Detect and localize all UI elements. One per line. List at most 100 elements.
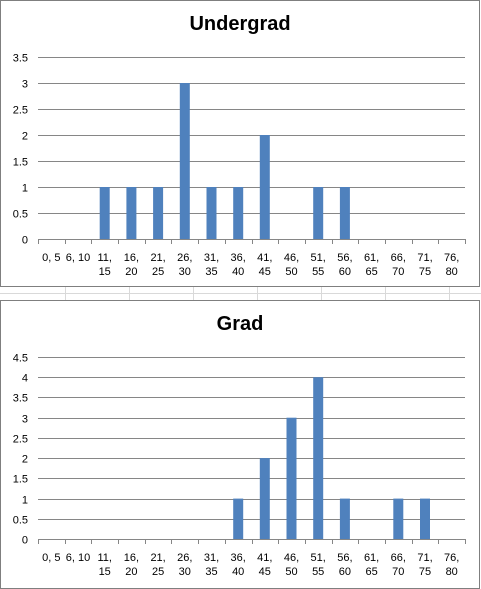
x-tick-label: 51, (311, 552, 326, 564)
x-tick-label: 36, (231, 552, 246, 564)
x-tick-label: 51, (311, 252, 326, 264)
x-tick-label: 45 (259, 266, 271, 278)
x-tick-label: 30 (179, 566, 191, 578)
x-tick-label: 25 (152, 266, 164, 278)
y-tick-label: 1 (22, 495, 28, 507)
x-tick-label: 6, 10 (66, 552, 90, 564)
undergrad-chart[interactable]: Undergrad 0 0.5 1 1.5 2 2.5 3 3.5 0, 5 6, 10 11, 15… (0, 0, 480, 287)
bar[interactable] (153, 187, 164, 239)
y-tick-label: 3 (22, 414, 28, 426)
y-tick-label: 3.5 (13, 393, 28, 405)
bar[interactable] (313, 187, 324, 239)
x-tick-label: 60 (339, 566, 351, 578)
y-tick-label: 1.5 (13, 474, 28, 486)
bar[interactable] (233, 187, 244, 239)
x-tick-label: 15 (99, 566, 111, 578)
x-tick-label: 0, 5 (42, 252, 60, 264)
y-tick-label: 3.5 (13, 53, 28, 65)
x-tick-label: 35 (205, 566, 217, 578)
grad-plot-area: 0 0.5 1 1.5 2 2.5 3 3.5 4 4.5 0, 5 6, 10 11, 15 16, 20 2… (13, 353, 466, 578)
y-tick-label: 4.5 (13, 353, 28, 365)
x-tick-label: 56, (337, 552, 352, 564)
x-tick-label: 50 (285, 266, 297, 278)
x-tick-label: 41, (257, 252, 272, 264)
x-tick-label: 31, (204, 252, 219, 264)
y-tick-label: 2.5 (13, 105, 28, 117)
x-tick-label: 26, (177, 252, 192, 264)
bar[interactable] (313, 377, 324, 539)
chart-title: Undergrad (189, 13, 291, 35)
x-tick-label: 40 (232, 266, 244, 278)
y-tick-label: 0.5 (13, 515, 28, 527)
x-tick-label: 46, (284, 252, 299, 264)
bar[interactable] (259, 458, 270, 539)
y-tick-label: 0.5 (13, 209, 28, 221)
bar[interactable] (286, 417, 297, 539)
x-tick-label: 15 (99, 266, 111, 278)
x-tick-label: 60 (339, 266, 351, 278)
y-tick-label: 1.5 (13, 157, 28, 169)
x-tick-label: 46, (284, 552, 299, 564)
x-tick-label: 80 (446, 566, 458, 578)
x-tick-label: 75 (419, 266, 431, 278)
x-tick-label: 70 (392, 266, 404, 278)
x-tick-label: 65 (365, 266, 377, 278)
bar[interactable] (126, 187, 137, 239)
bar[interactable] (99, 187, 110, 239)
x-tick-label: 70 (392, 566, 404, 578)
bar[interactable] (233, 498, 244, 539)
y-tick-label: 0 (22, 535, 28, 547)
x-tick-label: 25 (152, 566, 164, 578)
y-tick-label: 2.5 (13, 434, 28, 446)
x-tick-label: 0, 5 (42, 552, 60, 564)
bar[interactable] (179, 83, 190, 239)
y-tick-label: 2 (22, 454, 28, 466)
x-tick-label: 11, (97, 252, 111, 264)
bar[interactable] (206, 187, 217, 239)
x-tick-label: 56, (337, 252, 352, 264)
x-tick-label: 71, (417, 552, 432, 564)
x-tick-label: 20 (125, 566, 137, 578)
x-tick-label: 50 (285, 566, 297, 578)
x-tick-label: 16, (124, 552, 139, 564)
y-tick-label: 4 (22, 373, 28, 385)
x-tick-label: 20 (125, 266, 137, 278)
x-tick-label: 6, 10 (66, 252, 90, 264)
x-tick-label: 76, (444, 252, 459, 264)
bar[interactable] (339, 498, 350, 539)
grad-chart[interactable]: Grad 0 0.5 1 1.5 2 2.5 3 3.5 4 4.5 0, 5 6, 10 11, 15 1… (0, 300, 480, 589)
x-tick-label: 30 (179, 266, 191, 278)
y-tick-label: 3 (22, 79, 28, 91)
x-tick-label: 16, (124, 252, 139, 264)
x-tick-label: 71, (417, 252, 432, 264)
x-tick-label: 26, (177, 552, 192, 564)
x-tick-label: 66, (391, 252, 406, 264)
x-tick-label: 21, (150, 552, 165, 564)
x-tick-label: 31, (204, 552, 219, 564)
x-tick-label: 11, (97, 552, 111, 564)
x-tick-label: 55 (312, 266, 324, 278)
x-tick-label: 40 (232, 566, 244, 578)
x-tick-label: 41, (257, 552, 272, 564)
x-tick-label: 61, (364, 252, 379, 264)
x-tick-label: 80 (446, 266, 458, 278)
bar[interactable] (339, 187, 350, 239)
x-tick-label: 61, (364, 552, 379, 564)
x-tick-label: 66, (391, 552, 406, 564)
y-tick-label: 0 (22, 235, 28, 247)
undergrad-plot-area: 0 0.5 1 1.5 2 2.5 3 3.5 0, 5 6, 10 11, 15 16, 20 21, 25… (13, 53, 466, 278)
x-tick-label: 35 (205, 266, 217, 278)
x-tick-label: 75 (419, 566, 431, 578)
x-tick-label: 65 (365, 566, 377, 578)
bar[interactable] (420, 498, 430, 539)
y-tick-label: 2 (22, 131, 28, 143)
x-tick-label: 45 (259, 566, 271, 578)
bar[interactable] (393, 498, 404, 539)
chart-title: Grad (216, 313, 264, 335)
x-tick-label: 76, (444, 552, 459, 564)
x-tick-label: 36, (231, 252, 246, 264)
y-tick-label: 1 (22, 183, 28, 195)
bar[interactable] (259, 135, 270, 239)
x-tick-label: 55 (312, 566, 324, 578)
